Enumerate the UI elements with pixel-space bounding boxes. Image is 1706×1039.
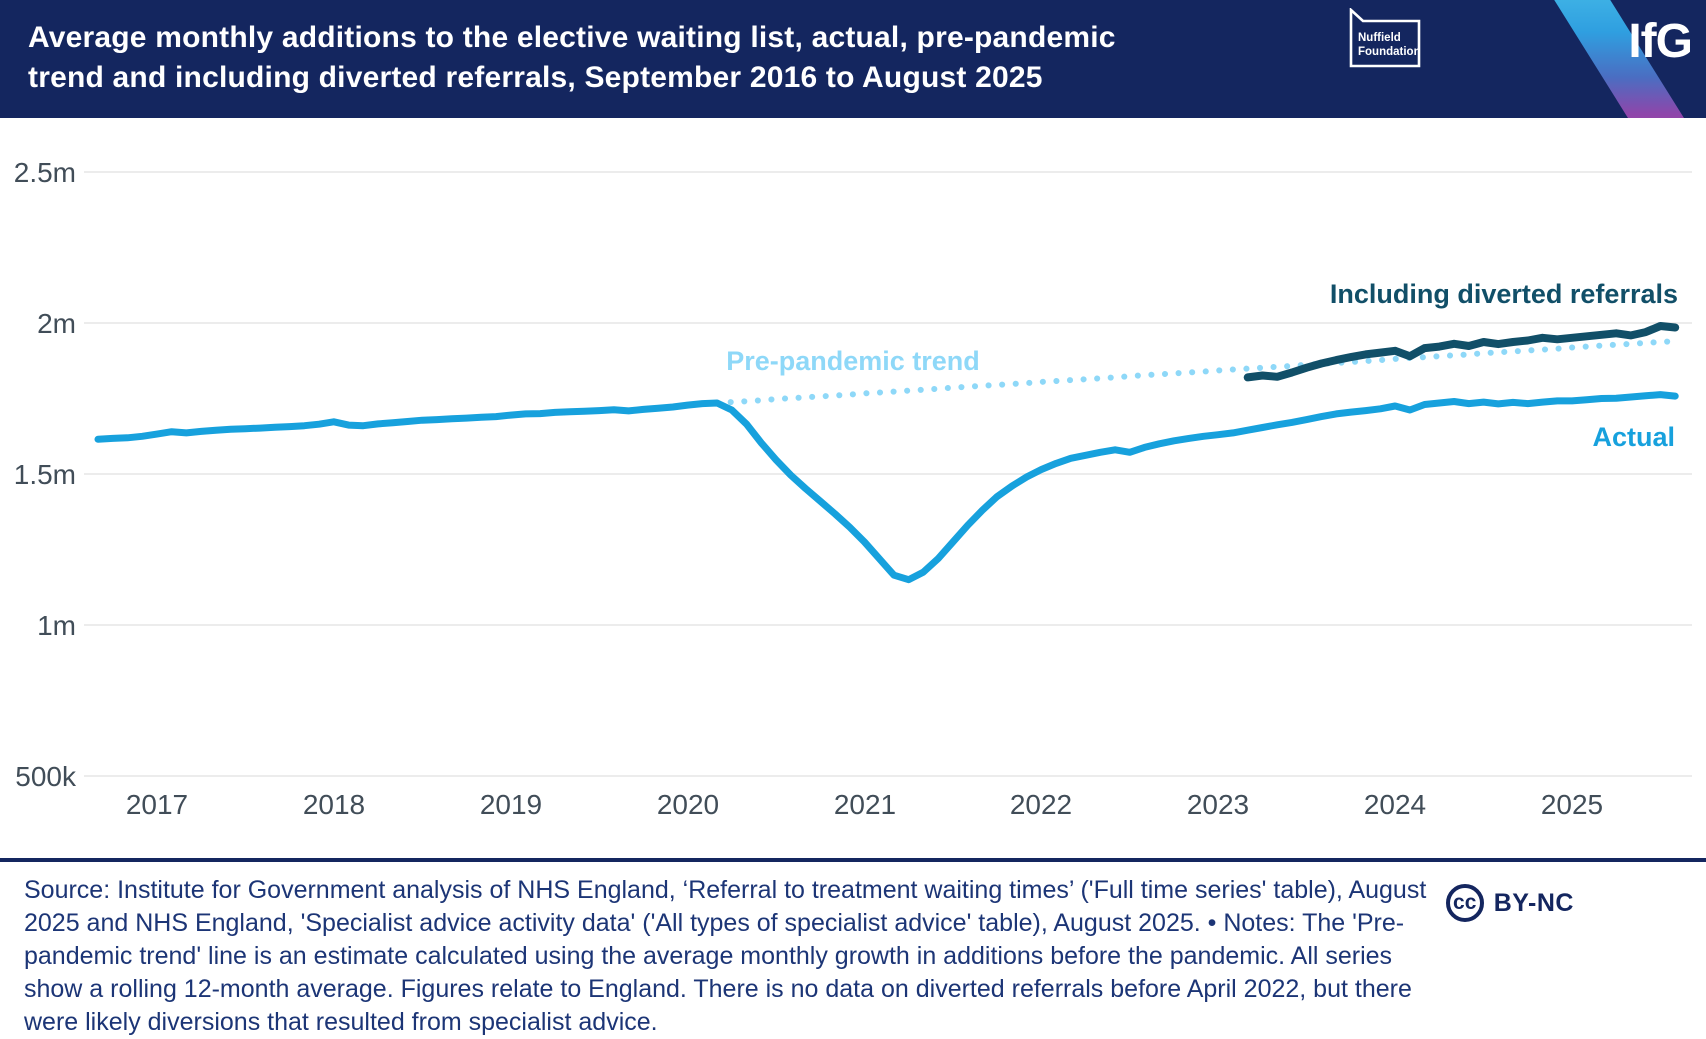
nuffield-foundation-logo: Nuffield Foundation bbox=[1346, 7, 1430, 79]
x-tick-2024: 2024 bbox=[1364, 789, 1426, 820]
pre-pandemic-trend-line bbox=[714, 338, 1679, 406]
chart-area: 2.5m 2m 1.5m 1m 500k 2017 2018 2019 2020… bbox=[0, 118, 1706, 858]
y-tick-2-5m: 2.5m bbox=[14, 157, 76, 188]
x-tick-2020: 2020 bbox=[657, 789, 719, 820]
x-tick-2017: 2017 bbox=[126, 789, 188, 820]
x-tick-2022: 2022 bbox=[1010, 789, 1072, 820]
x-tick-2018: 2018 bbox=[303, 789, 365, 820]
y-tick-1-5m: 1.5m bbox=[14, 459, 76, 490]
source-notes-text: Source: Institute for Government analysi… bbox=[24, 876, 1427, 1036]
series-lines bbox=[94, 322, 1680, 584]
y-tick-1m: 1m bbox=[37, 610, 76, 641]
header-banner: Average monthly additions to the electiv… bbox=[0, 0, 1706, 118]
ifg-logo: IfG bbox=[1628, 15, 1693, 68]
y-axis-labels: 2.5m 2m 1.5m 1m 500k bbox=[14, 157, 77, 792]
x-tick-2023: 2023 bbox=[1187, 789, 1249, 820]
nuffield-logo-line-2: Foundation bbox=[1358, 46, 1421, 58]
x-axis-labels: 2017 2018 2019 2020 2021 2022 2023 2024 … bbox=[126, 789, 1603, 820]
page-title-line-2: trend and including diverted referrals, … bbox=[28, 61, 1043, 94]
page-title: Average monthly additions to the electiv… bbox=[28, 18, 1116, 98]
page-title-line-1: Average monthly additions to the electiv… bbox=[28, 21, 1116, 54]
including-diverted-referrals-line bbox=[1243, 322, 1680, 382]
license-badge: cc BY-NC bbox=[1445, 884, 1574, 922]
actual-line bbox=[94, 391, 1679, 584]
line-chart: 2.5m 2m 1.5m 1m 500k 2017 2018 2019 2020… bbox=[14, 157, 1692, 820]
label-actual: Actual bbox=[1592, 422, 1675, 452]
y-tick-2m: 2m bbox=[37, 308, 76, 339]
footer: Source: Institute for Government analysi… bbox=[0, 858, 1706, 1038]
x-tick-2021: 2021 bbox=[834, 789, 896, 820]
nuffield-logo-icon: Nuffield Foundation bbox=[1349, 7, 1421, 68]
label-pre-pandemic-trend: Pre-pandemic trend bbox=[726, 346, 980, 376]
x-tick-2025: 2025 bbox=[1541, 789, 1603, 820]
nuffield-logo-line-1: Nuffield bbox=[1358, 32, 1401, 44]
gridlines bbox=[84, 171, 1692, 777]
x-tick-2019: 2019 bbox=[480, 789, 542, 820]
creative-commons-icon: cc bbox=[1445, 884, 1484, 922]
label-including-diverted-referrals: Including diverted referrals bbox=[1330, 279, 1678, 309]
y-tick-500k: 500k bbox=[15, 761, 77, 792]
license-label: BY-NC bbox=[1493, 888, 1574, 917]
